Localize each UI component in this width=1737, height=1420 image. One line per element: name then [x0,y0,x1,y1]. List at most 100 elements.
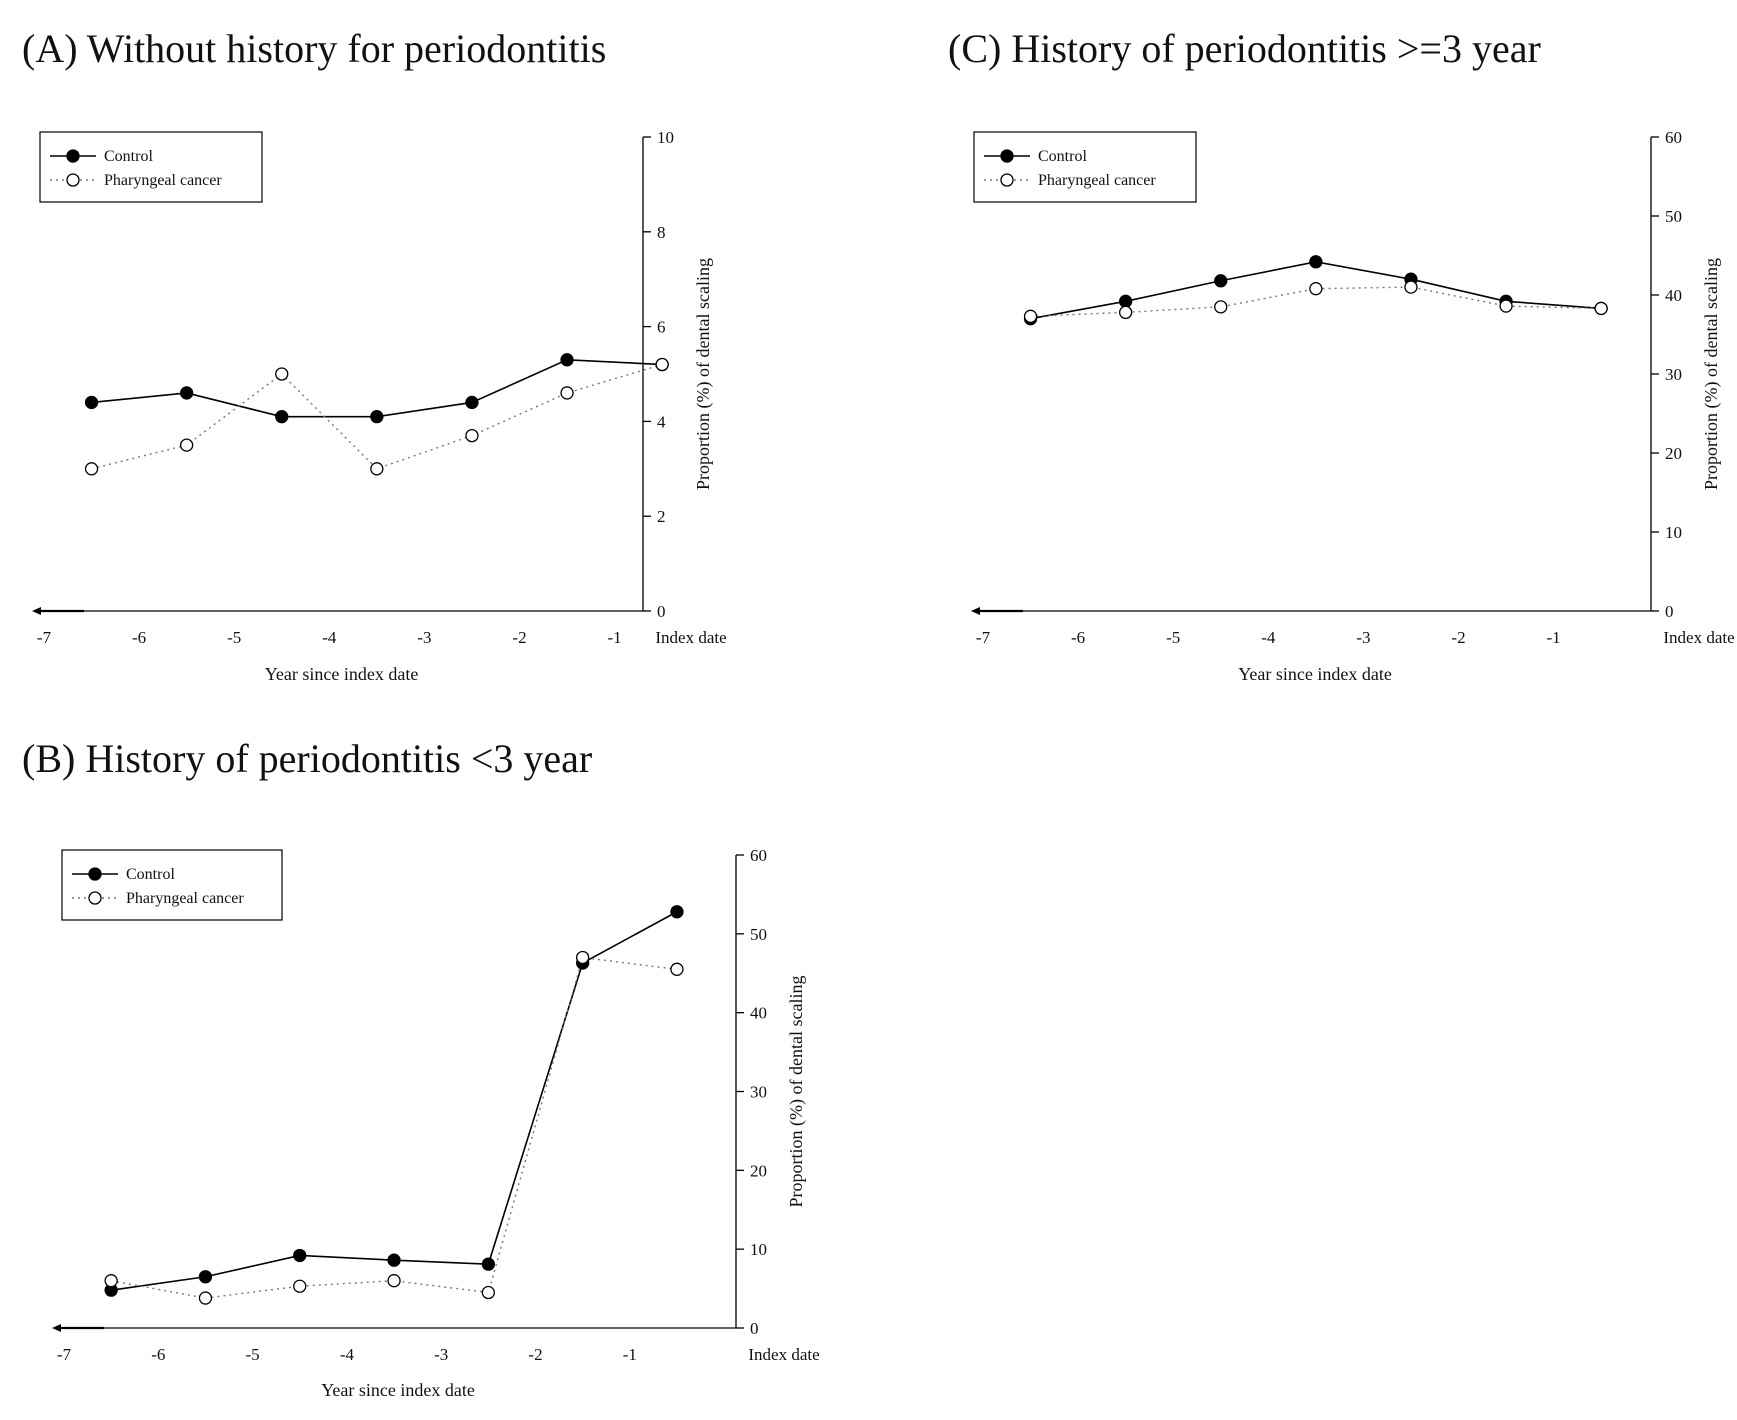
x-axis-arrowhead [32,607,41,615]
data-point-pharyngeal-cancer [1119,305,1133,320]
legend-box [973,131,1197,203]
legend-swatch-marker [88,891,102,905]
x-tick-label: -5 [246,1345,260,1364]
data-point-control [465,395,479,410]
y-tick-label: 8 [657,223,666,242]
legend: Control Pharyngeal cancer [973,131,1197,203]
y-tick-label: 4 [657,412,666,431]
x-tick-label: -7 [37,628,52,647]
data-point-control [1214,274,1228,288]
y-tick-label: 20 [750,1161,767,1180]
data-point-pharyngeal-cancer [179,438,194,452]
y-tick-label: 60 [1665,128,1682,147]
y-tick-label: 10 [657,128,674,147]
data-point-pharyngeal-cancer [670,962,684,976]
panel-title: (B) History of periodontitis <3 year [22,736,592,781]
y-tick-label: 30 [750,1083,767,1102]
legend-label: Control [126,866,175,883]
data-point-pharyngeal-cancer [1499,299,1513,313]
data-point-pharyngeal-cancer [1594,301,1608,316]
y-axis-label: Proportion (%) of dental scaling [693,258,714,490]
panel-title: (C) History of periodontitis >=3 year [948,26,1541,71]
x-axis-label: Year since index date [1238,664,1392,684]
data-point-pharyngeal-cancer [198,1291,213,1305]
series-line-control [111,911,678,1291]
x-tick-label: -1 [608,628,622,647]
y-tick-label: 40 [1665,286,1682,305]
x-tick-label: Index date [748,1345,819,1364]
data-point-control [84,395,99,410]
data-point-pharyngeal-cancer [293,1279,307,1293]
x-tick-label: Index date [1663,628,1734,647]
y-tick-label: 6 [657,318,666,337]
data-point-control [275,410,289,424]
x-tick-label: -3 [1356,628,1370,647]
x-tick-label: -2 [528,1345,542,1364]
y-axis-label: Proportion (%) of dental scaling [786,976,807,1208]
legend-swatch-marker [66,173,80,187]
x-tick-label: -2 [512,628,526,647]
x-tick-label: -3 [417,628,431,647]
panel-a: (A) Without history for periodontitis -7 -… [22,26,727,684]
data-point-pharyngeal-cancer [481,1285,496,1300]
y-tick-label: 30 [1665,365,1682,384]
x-tick-label: -4 [340,1345,355,1364]
x-tick-label: -4 [1261,628,1276,647]
data-point-control [198,1270,213,1284]
legend-swatch-marker [1000,173,1014,187]
data-point-pharyngeal-cancer [84,462,99,476]
data-point-pharyngeal-cancer [655,357,669,372]
panel-c: (C) History of periodontitis >=3 year -7 -… [948,26,1735,684]
x-axis-arrowhead [52,1324,61,1332]
legend-label: Pharyngeal cancer [126,890,244,907]
data-point-pharyngeal-cancer [465,428,479,443]
x-tick-label: -6 [1071,628,1085,647]
legend-swatch-marker [88,867,102,881]
data-point-pharyngeal-cancer [1404,280,1418,294]
x-tick-label: -3 [434,1345,448,1364]
y-tick-label: 60 [750,846,767,865]
data-point-pharyngeal-cancer [1023,309,1038,323]
x-tick-label: -1 [1547,628,1561,647]
legend-box [39,131,263,203]
data-point-control [670,905,684,919]
data-point-pharyngeal-cancer [1214,300,1228,314]
y-tick-label: 2 [657,507,666,526]
legend-swatch-marker [1000,149,1014,163]
y-tick-label: 0 [1665,602,1674,621]
y-axis-label: Proportion (%) of dental scaling [1701,258,1722,490]
data-point-control [1119,294,1133,308]
data-point-control [179,386,194,400]
y-tick-label: 50 [750,925,767,944]
data-point-control [387,1253,401,1267]
y-tick-label: 40 [750,1004,767,1023]
y-tick-label: 10 [750,1240,767,1259]
legend-label: Pharyngeal cancer [104,172,222,189]
data-point-pharyngeal-cancer [104,1274,118,1288]
data-point-control [1309,255,1323,269]
x-tick-label: Index date [655,628,726,647]
y-tick-label: 0 [657,602,666,621]
x-axis-label: Year since index date [265,664,419,684]
data-point-pharyngeal-cancer [275,367,289,381]
x-tick-label: -7 [57,1345,72,1364]
x-tick-label: -5 [227,628,241,647]
x-tick-label: -1 [623,1345,637,1364]
x-tick-label: -7 [976,628,991,647]
data-point-pharyngeal-cancer [1309,282,1323,296]
data-point-pharyngeal-cancer [576,950,590,965]
legend: Control Pharyngeal cancer [39,131,263,203]
legend-label: Control [104,148,153,165]
legend-label: Pharyngeal cancer [1038,172,1156,189]
data-point-pharyngeal-cancer [560,386,574,400]
legend-label: Control [1038,148,1087,165]
data-point-control [293,1248,307,1263]
data-point-pharyngeal-cancer [370,462,384,476]
y-tick-label: 0 [750,1319,759,1338]
legend-swatch-marker [66,149,80,163]
series-line-pharyngeal-cancer [111,956,678,1299]
series-line-control [91,358,663,418]
data-point-control [560,353,574,367]
data-point-pharyngeal-cancer [387,1274,401,1288]
x-tick-label: -6 [132,628,146,647]
